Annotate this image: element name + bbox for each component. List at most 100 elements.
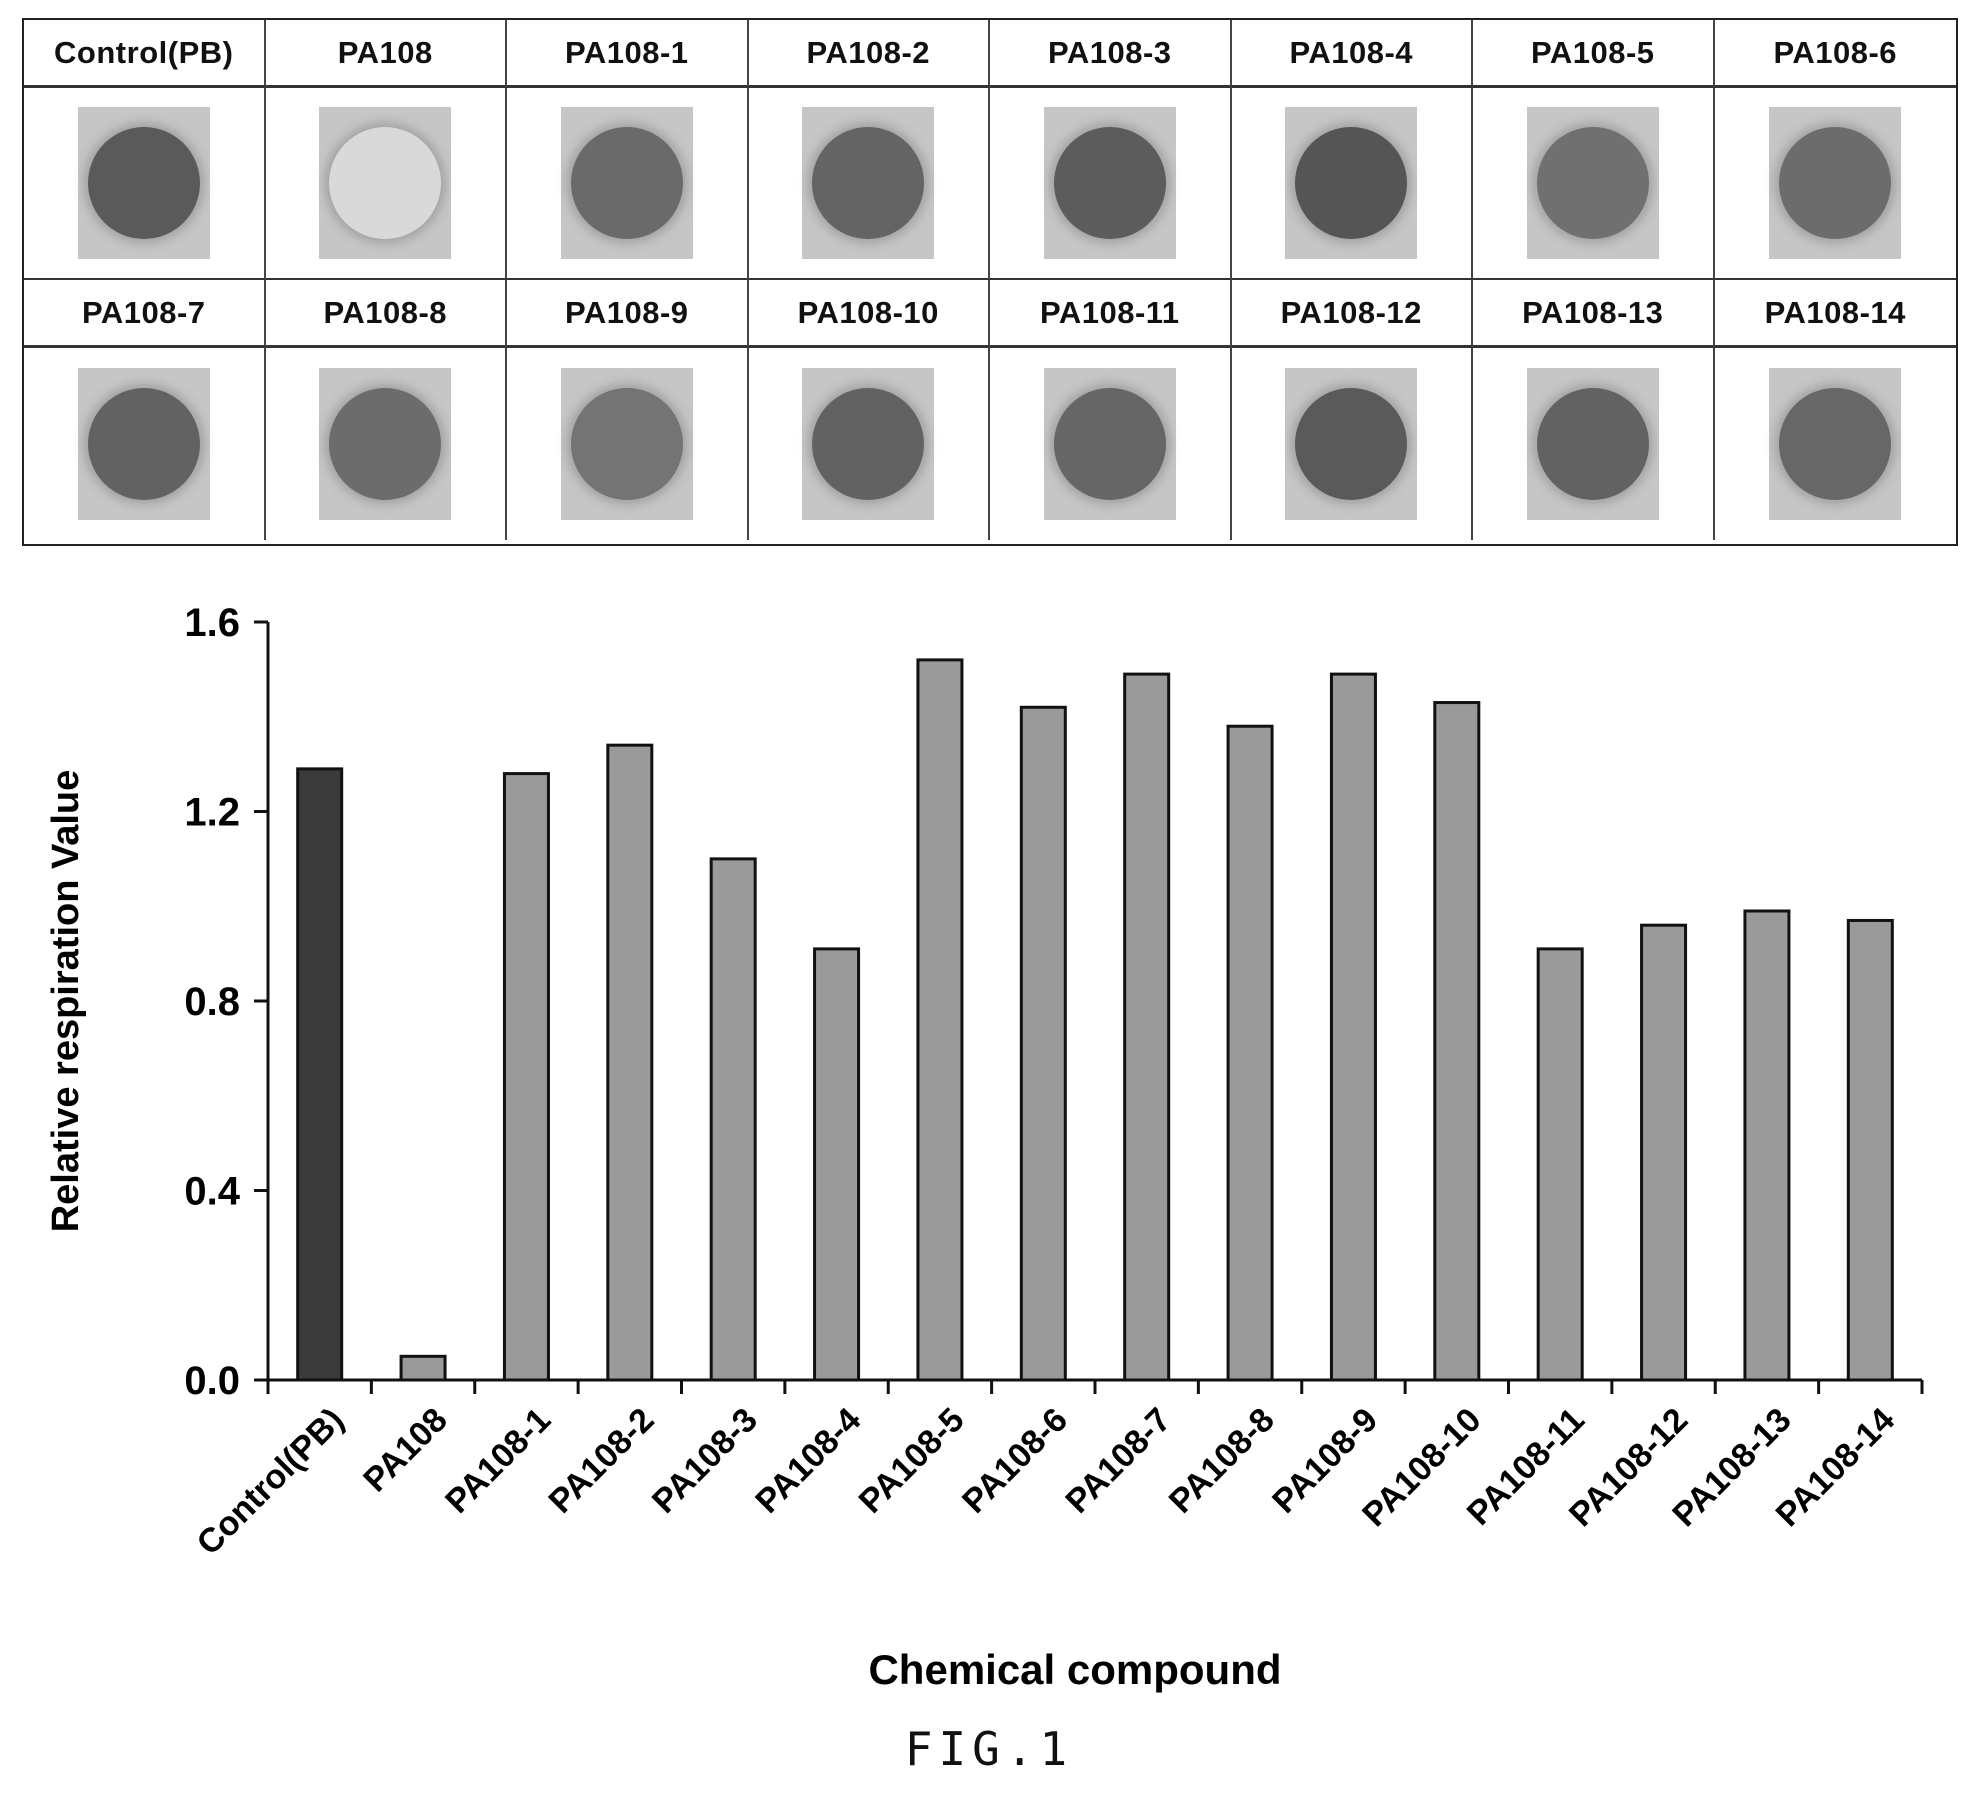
well-plate-table: Control(PB) PA108 PA108-1 PA108-2 PA108-3 PA1… xyxy=(22,18,1958,546)
well-spot xyxy=(1295,388,1408,500)
well-background xyxy=(802,107,935,259)
bar-pa108-5 xyxy=(916,658,964,1382)
figure-caption: FIG.1 xyxy=(904,1722,1074,1776)
bar-control-pb- xyxy=(296,767,344,1382)
plate-well-cell xyxy=(1473,348,1715,540)
x-tick-label: PA108 xyxy=(356,1401,455,1500)
well-background xyxy=(1526,107,1659,259)
y-tick-label: 0.8 xyxy=(184,980,240,1024)
bar-pa108-9 xyxy=(1329,672,1377,1382)
well-background xyxy=(1769,107,1902,259)
bar-pa108-3 xyxy=(709,857,757,1382)
plate-well-cell xyxy=(1715,348,1957,540)
plate-label: PA108-8 xyxy=(265,280,507,348)
bar-chart: 0.00.40.81.21.6 Control(PB) PA108PA108-1P… xyxy=(45,601,1924,1693)
plate-well-cell xyxy=(1473,88,1715,280)
bar-pa108-12 xyxy=(1640,923,1688,1382)
plate-well-cell xyxy=(748,88,990,280)
plate-well-cell xyxy=(1231,88,1473,280)
well-background xyxy=(1526,368,1659,520)
well-spot xyxy=(1536,127,1649,239)
plate-label: PA108-13 xyxy=(1473,280,1715,348)
plate-well-cell xyxy=(265,88,507,280)
plate-well-cell xyxy=(507,88,749,280)
well-spot xyxy=(1536,388,1649,500)
well-spot xyxy=(1779,127,1892,239)
well-background xyxy=(1285,368,1418,520)
plate-label: PA108-5 xyxy=(1473,20,1715,88)
plate-label: PA108-10 xyxy=(748,280,990,348)
plate-label: PA108-14 xyxy=(1714,280,1956,348)
plate-label: PA108-3 xyxy=(990,20,1232,88)
bar-pa108-1 xyxy=(502,772,550,1382)
plate-well-cell xyxy=(24,348,266,540)
plate-well-cell xyxy=(990,88,1232,280)
well-background xyxy=(560,368,693,520)
plate-label: PA108-6 xyxy=(1714,20,1956,88)
plate-label: PA108-11 xyxy=(990,280,1232,348)
well-spot xyxy=(1295,127,1408,239)
well-background xyxy=(802,368,935,520)
plate-well-cell xyxy=(749,348,990,540)
y-tick-label: 0.0 xyxy=(184,1359,240,1403)
plate-row-1-wells xyxy=(24,88,1956,280)
bar-pa108-10 xyxy=(1433,701,1481,1382)
plate-row-1-labels: Control(PB) PA108 PA108-1 PA108-2 PA108-3 PA1… xyxy=(24,20,1956,88)
well-spot xyxy=(812,388,925,500)
well-background xyxy=(319,368,452,520)
y-axis-title: Relative respiration Value xyxy=(45,770,87,1233)
well-background xyxy=(560,107,693,259)
x-tick-label: PA108-2 xyxy=(541,1401,661,1521)
plate-well-cell xyxy=(507,348,749,540)
plate-label: PA108-7 xyxy=(24,280,266,348)
well-spot xyxy=(329,388,442,500)
bar-pa108-8 xyxy=(1226,724,1274,1382)
plate-label: PA108-12 xyxy=(1231,280,1473,348)
y-tick-label: 1.2 xyxy=(184,791,240,835)
plate-label: PA108-2 xyxy=(748,20,990,88)
well-spot xyxy=(87,388,200,500)
x-tick-label: PA108-6 xyxy=(955,1401,1075,1521)
x-tick-label: PA108-4 xyxy=(748,1401,868,1521)
plate-row-2-labels: PA108-7 PA108-8 PA108-9 PA108-10 PA108-11 PA1… xyxy=(24,280,1956,348)
well-background xyxy=(1285,107,1418,259)
y-tick-label: 0.4 xyxy=(184,1170,240,1214)
well-spot xyxy=(1779,388,1892,500)
plate-label: PA108-1 xyxy=(507,20,749,88)
bar-pa108-14 xyxy=(1846,918,1894,1382)
well-spot xyxy=(570,388,683,500)
bar-pa108 xyxy=(399,1354,447,1382)
well-spot xyxy=(1053,127,1166,239)
plate-well-cell xyxy=(990,348,1232,540)
bar-pa108-6 xyxy=(1019,705,1067,1382)
well-spot xyxy=(87,127,200,239)
bar-pa108-13 xyxy=(1743,909,1791,1382)
x-tick-label: PA108-8 xyxy=(1162,1401,1282,1521)
plate-label: PA108-4 xyxy=(1231,20,1473,88)
plate-well-cell xyxy=(1232,348,1473,540)
bar-pa108-11 xyxy=(1536,947,1584,1382)
bar-pa108-7 xyxy=(1123,672,1171,1382)
well-spot xyxy=(329,127,442,239)
well-background xyxy=(1043,107,1176,259)
well-spot xyxy=(570,127,683,239)
x-tick-label: PA108-1 xyxy=(438,1401,558,1521)
well-background xyxy=(77,368,210,520)
plate-well-cell xyxy=(266,348,507,540)
x-ticks-group: Control(PB) PA108PA108-1PA108-2PA108-3PA1… xyxy=(190,1380,1924,1563)
x-tick-label: PA108-7 xyxy=(1058,1401,1178,1521)
x-axis-title: Chemical compound xyxy=(868,1646,1281,1693)
plate-label: PA108 xyxy=(265,20,507,88)
plate-label: PA108-9 xyxy=(507,280,749,348)
well-spot xyxy=(1053,388,1166,500)
y-ticks-group: 0.0 0.4 0.8 1.2 1.6 xyxy=(184,601,268,1403)
x-tick-label: PA108-5 xyxy=(852,1401,972,1521)
well-background xyxy=(319,107,452,259)
plate-well-cell xyxy=(24,88,266,280)
bars-group xyxy=(296,658,1894,1382)
plate-well-cell xyxy=(1714,88,1956,280)
x-tick-label: Control(PB) xyxy=(190,1401,352,1563)
well-spot xyxy=(812,127,925,239)
plate-row-2-wells xyxy=(24,348,1956,540)
x-tick-label: PA108-3 xyxy=(645,1401,765,1521)
